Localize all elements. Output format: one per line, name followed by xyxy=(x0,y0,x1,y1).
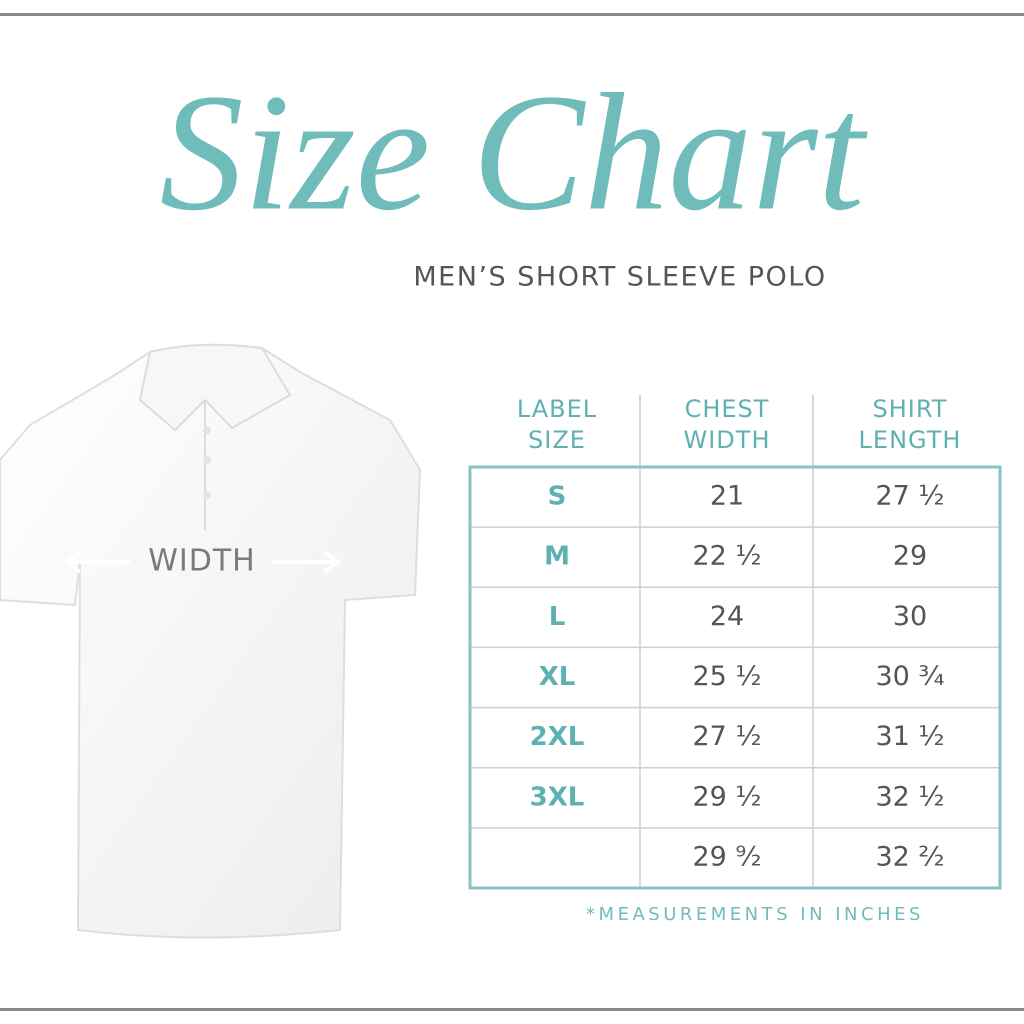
column-header: LABEL xyxy=(517,395,597,423)
top-rule xyxy=(0,13,1024,16)
measurement: 30 ¾ xyxy=(875,661,944,692)
measurement: 24 xyxy=(710,601,744,632)
column-header: LENGTH xyxy=(859,426,962,454)
size-label: XL xyxy=(539,662,576,692)
footnote: *MEASUREMENTS IN INCHES xyxy=(586,904,924,925)
title: Size Chart xyxy=(160,60,869,246)
measurement: 27 ½ xyxy=(875,481,944,512)
size-label: M xyxy=(544,542,570,572)
polo-shirt xyxy=(0,343,422,939)
table-border xyxy=(468,465,1002,890)
size-label: 3XL xyxy=(530,782,585,812)
measurement: 22 ½ xyxy=(692,541,761,572)
size-table: LABEL SIZE CHEST WIDTH SHIRT LENGTH S 21 27 ½ M 22… xyxy=(468,395,1002,890)
size-label: 2XL xyxy=(530,722,585,752)
size-label: S xyxy=(548,482,567,512)
measurement: 25 ½ xyxy=(692,661,761,692)
column-header: WIDTH xyxy=(684,426,771,454)
measurement: 21 xyxy=(710,481,744,512)
width-label: WIDTH xyxy=(148,544,256,579)
subtitle: MEN’S SHORT SLEEVE POLO xyxy=(413,262,826,293)
bottom-rule xyxy=(0,1008,1024,1011)
measurement: 32 ²⁄₂ xyxy=(875,841,944,872)
measurement: 29 ½ xyxy=(692,781,761,812)
measurement: 31 ½ xyxy=(875,721,944,752)
column-header: CHEST xyxy=(685,395,770,423)
column-header: SHIRT xyxy=(873,395,948,423)
measurement: 29 ⁹⁄₂ xyxy=(692,841,761,872)
column-header: SIZE xyxy=(528,426,586,454)
size-label: L xyxy=(549,602,566,632)
measurement: 29 xyxy=(893,541,927,572)
measurement: 32 ½ xyxy=(875,781,944,812)
measurement: 27 ½ xyxy=(692,721,761,752)
measurement: 30 xyxy=(893,601,927,632)
